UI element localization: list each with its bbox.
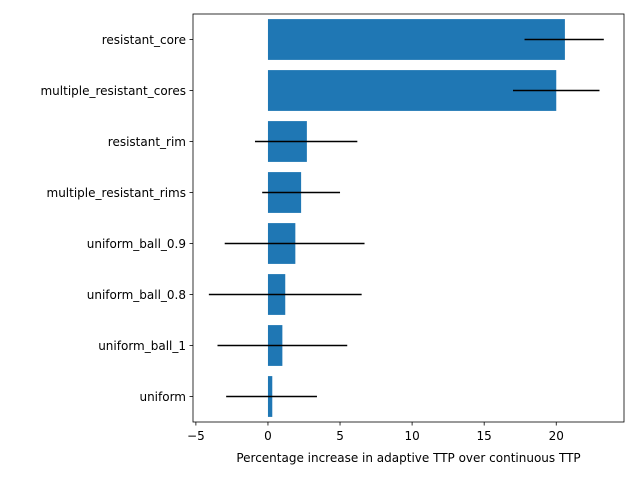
x-axis-ticks: −5 0 5 10 15 20 (187, 422, 564, 443)
y-tick-label: multiple_resistant_rims (47, 186, 186, 200)
x-tick-label: 15 (477, 429, 492, 443)
bars-group (267, 19, 565, 417)
plot-frame (192, 13, 625, 423)
y-axis-ticks: resistant_core multiple_resistant_coresre… (40, 33, 193, 404)
x-tick-label: −5 (187, 429, 205, 443)
x-tick-label: 5 (336, 429, 344, 443)
errorbars-group (208, 38, 604, 398)
x-tick-label: 0 (264, 429, 272, 443)
y-tick-label: uniform (139, 390, 186, 404)
x-tick-label: 10 (404, 429, 419, 443)
y-tick-label: multiple_resistant_cores (40, 84, 186, 98)
y-tick-label: uniform_ball_0.8 (87, 288, 186, 302)
bar-multiple_resistant_cores (267, 70, 557, 111)
y-tick-label: uniform_ball_1 (98, 339, 186, 353)
y-tick-label: resistant_rim (108, 135, 186, 149)
y-tick-label: resistant_core (102, 33, 186, 47)
x-axis-label: Percentage increase in adaptive TTP over… (236, 451, 580, 465)
x-tick-label: 20 (549, 429, 564, 443)
bar-resistant_core (267, 19, 565, 60)
axes-frame (192, 13, 625, 423)
y-tick-label: uniform_ball_0.9 (87, 237, 186, 251)
